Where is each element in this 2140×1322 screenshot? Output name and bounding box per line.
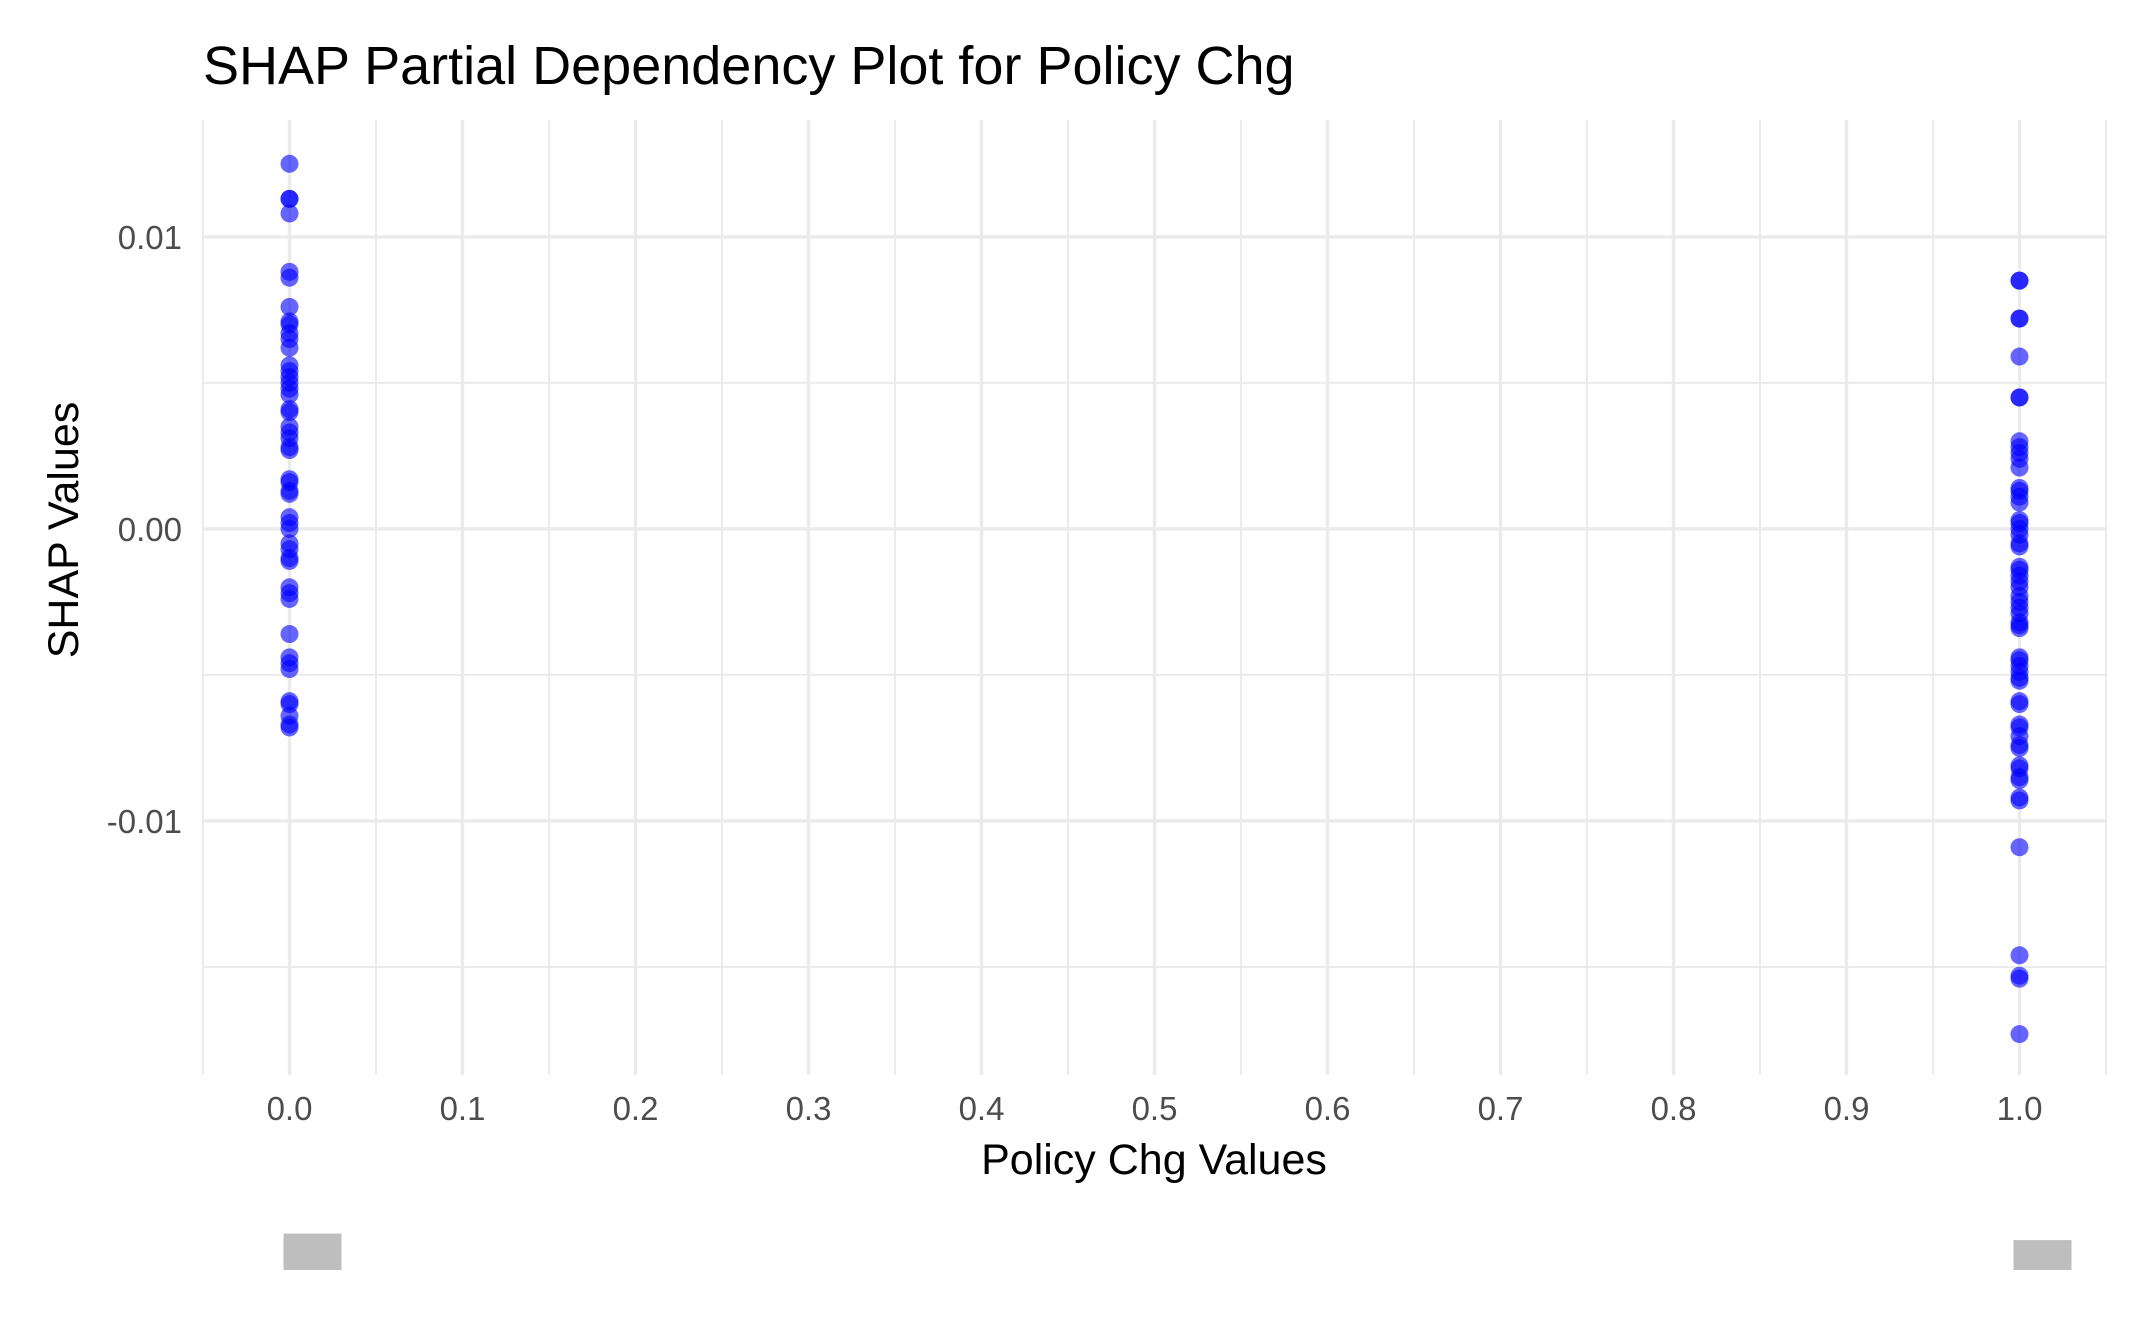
data-point [280, 297, 299, 316]
x-tick-label: 0.3 [786, 1090, 832, 1127]
x-tick-label: 1.0 [1997, 1090, 2043, 1127]
rug-bar [2013, 1240, 2072, 1270]
data-point [280, 189, 299, 208]
data-point [280, 519, 299, 538]
data-point [280, 551, 299, 570]
data-point [2010, 946, 2029, 965]
data-point [280, 625, 299, 644]
data-point [280, 268, 299, 287]
data-point [280, 441, 299, 460]
x-axis-ticks: 0.0 0.1 0.2 0.3 0.4 0.5 0.6 0.7 0.8 0.9 1.0 [267, 1090, 2043, 1127]
x-tick-label: 0.8 [1651, 1090, 1697, 1127]
grid-major [203, 120, 2106, 1075]
x-tick-label: 0.1 [440, 1090, 486, 1127]
data-point [280, 204, 299, 223]
data-point [2010, 838, 2029, 857]
x-tick-label: 0.0 [267, 1090, 313, 1127]
x-tick-label: 0.5 [1132, 1090, 1178, 1127]
data-point [280, 484, 299, 503]
y-axis-ticks: -0.01 0.00 0.01 [107, 219, 182, 840]
y-tick-label: -0.01 [107, 803, 182, 840]
x-tick-label: 0.7 [1478, 1090, 1524, 1127]
data-point [2010, 458, 2029, 477]
y-tick-label: 0.01 [118, 219, 182, 256]
data-point [2010, 347, 2029, 366]
data-points [280, 154, 2029, 1044]
data-point [2010, 771, 2029, 790]
data-point [280, 718, 299, 737]
rug-bar [283, 1233, 342, 1270]
data-point [280, 403, 299, 422]
data-point [280, 154, 299, 173]
data-point [2010, 1025, 2029, 1044]
data-point [2010, 309, 2029, 328]
data-point [2010, 738, 2029, 757]
rug-marks [283, 1233, 2072, 1270]
y-axis-label: SHAP Values [40, 402, 88, 659]
data-point [2010, 271, 2029, 290]
data-point [2010, 671, 2029, 690]
data-point [280, 385, 299, 404]
y-tick-label: 0.00 [118, 511, 182, 548]
data-point [2010, 493, 2029, 512]
data-point [2010, 969, 2029, 988]
x-tick-label: 0.6 [1305, 1090, 1351, 1127]
chart-title: SHAP Partial Dependency Plot for Policy … [203, 36, 1295, 96]
x-tick-label: 0.9 [1824, 1090, 1870, 1127]
x-axis-label: Policy Chg Values [981, 1136, 1327, 1184]
data-point [2010, 791, 2029, 810]
x-tick-label: 0.4 [959, 1090, 1005, 1127]
data-point [2010, 619, 2029, 638]
data-point [280, 338, 299, 357]
data-point [280, 589, 299, 608]
data-point [2010, 537, 2029, 556]
x-tick-label: 0.2 [613, 1090, 659, 1127]
data-point [2010, 388, 2029, 407]
data-point [2010, 695, 2029, 714]
data-point [280, 660, 299, 679]
